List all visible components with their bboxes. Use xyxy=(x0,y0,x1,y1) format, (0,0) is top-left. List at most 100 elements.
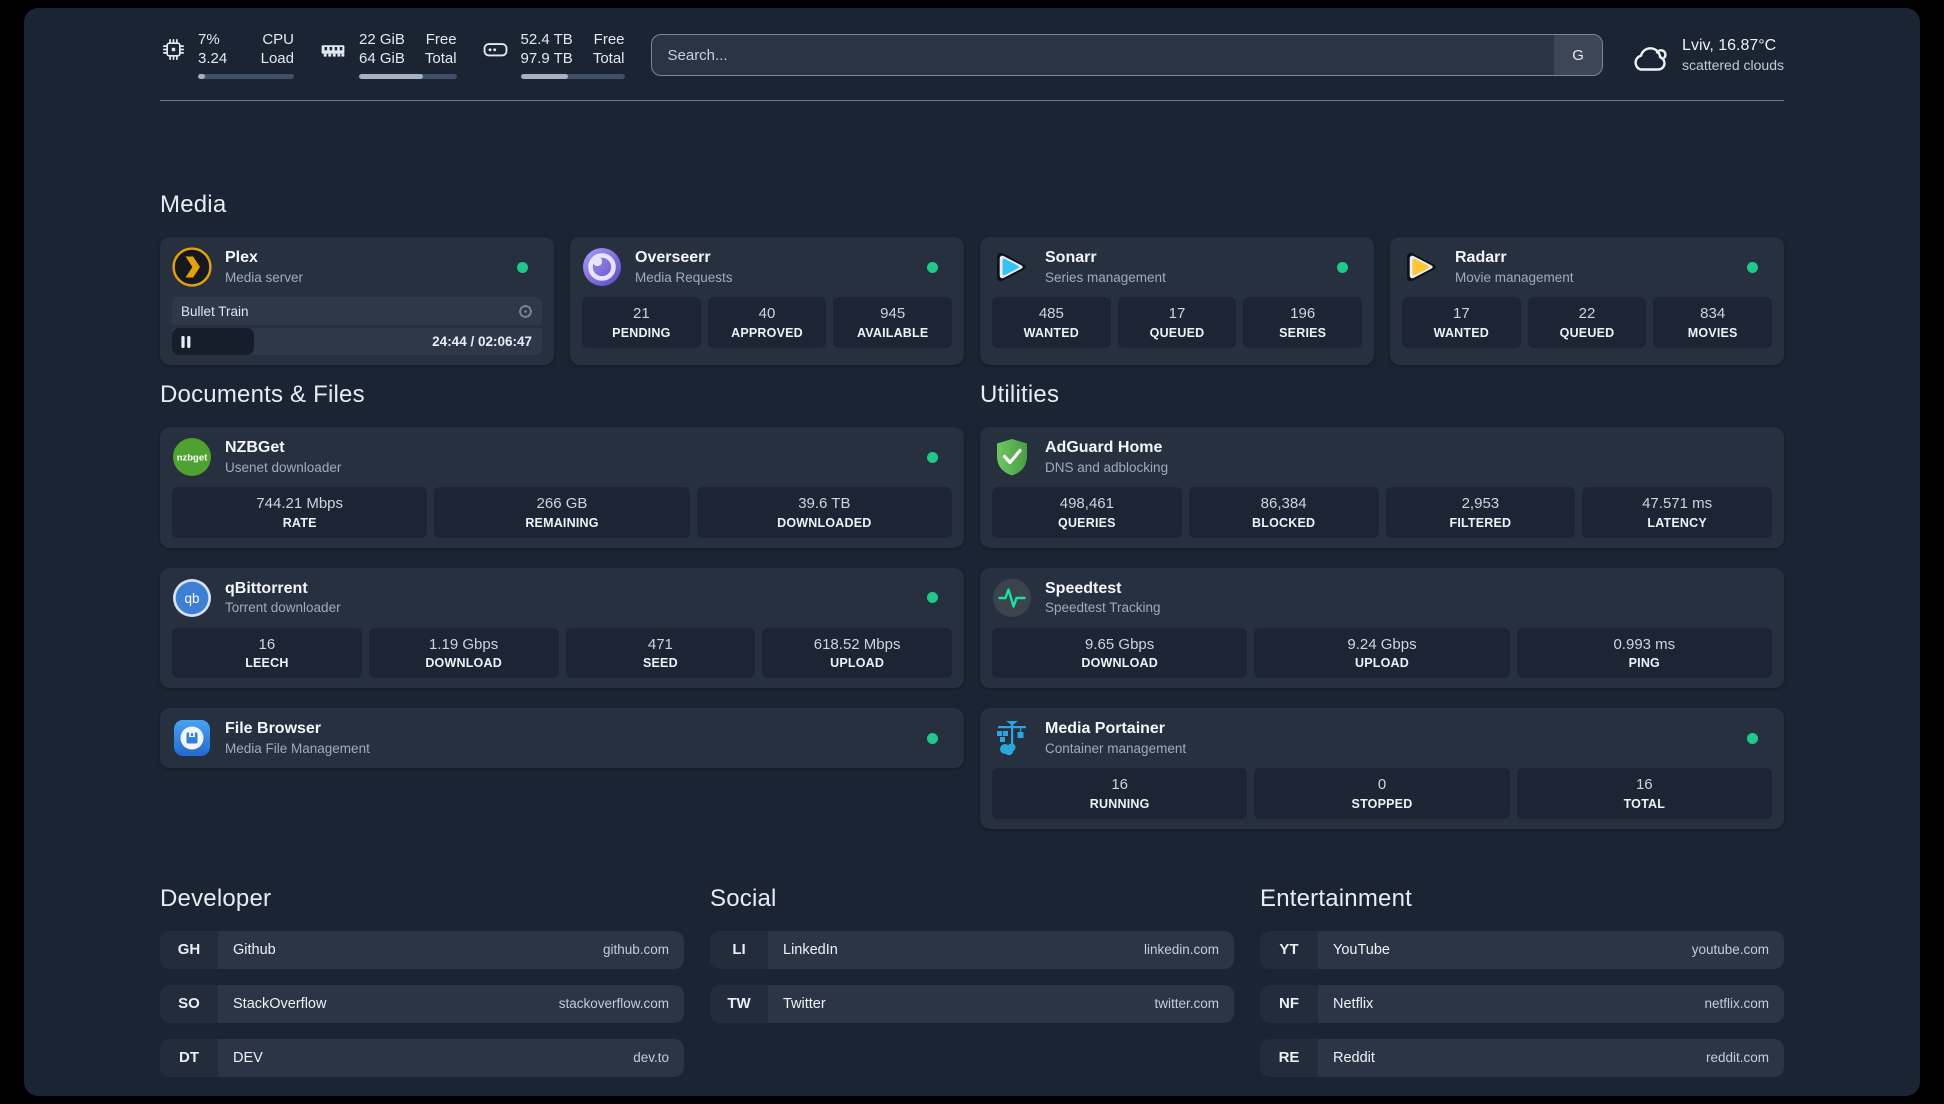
stat-label: DOWNLOAD xyxy=(425,656,502,670)
service-card-adguard-home[interactable]: AdGuard Home DNS and adblocking 498,461 … xyxy=(980,427,1784,548)
service-description: Speedtest Tracking xyxy=(1045,600,1161,615)
bookmark-abbr: TW xyxy=(710,984,768,1023)
stat-value: 945 xyxy=(880,305,906,322)
group-media: Media Plex Media server Bullet Train 24:… xyxy=(160,191,1784,365)
stat-label: RUNNING xyxy=(1089,796,1150,811)
service-card-speedtest[interactable]: Speedtest Speedtest Tracking 9.65 Gbps D… xyxy=(980,567,1784,688)
service-name: Radarr xyxy=(1455,249,1507,267)
service-card-nzbget[interactable]: nzbget NZBGet Usenet downloader 744.21 M… xyxy=(160,427,964,548)
resource-value: 64 GiB xyxy=(359,49,405,67)
gear-icon[interactable] xyxy=(518,304,533,319)
search-provider-button[interactable]: G xyxy=(1554,35,1603,75)
stat-label: FILTERED xyxy=(1449,515,1512,530)
stat-queued: 22 QUEUED xyxy=(1527,297,1647,348)
service-card-media-portainer[interactable]: Media Portainer Container management 16 … xyxy=(980,708,1784,829)
bookmark-abbr: LI xyxy=(710,930,768,969)
service-card-sonarr[interactable]: Sonarr Series management 485 WANTED 17 Q… xyxy=(980,237,1374,365)
stat-value: 744.21 Mbps xyxy=(256,495,344,512)
speedtest-icon xyxy=(992,578,1032,618)
service-stats: 17 WANTED 22 QUEUED 834 MOVIES xyxy=(1402,297,1773,348)
service-card-qbittorrent[interactable]: qb qBittorrent Torrent downloader 16 LEE… xyxy=(160,567,964,688)
stat-blocked: 86,384 BLOCKED xyxy=(1188,487,1379,538)
stat-value: 16 xyxy=(258,635,276,653)
bookmark-group-entertainment: Entertainment YT YouTube youtube.com NF … xyxy=(1260,885,1784,1077)
service-stats: 16 RUNNING 0 STOPPED 16 TOTAL xyxy=(992,768,1772,819)
bookmark-group-developer: Developer GH Github github.com SO StackO… xyxy=(160,885,684,1077)
service-description: Media server xyxy=(225,269,304,285)
nzbget-icon: nzbget xyxy=(172,437,212,477)
search-input[interactable] xyxy=(651,35,1555,75)
bookmark-twitter[interactable]: TW Twitter twitter.com xyxy=(710,984,1234,1023)
stat-label: MOVIES xyxy=(1687,325,1738,340)
service-card-plex[interactable]: Plex Media server Bullet Train 24:44 / 0… xyxy=(160,237,554,365)
stat-value: 9.65 Gbps xyxy=(1085,635,1155,653)
weather-condition: scattered clouds xyxy=(1682,57,1784,74)
stat-value: 9.24 Gbps xyxy=(1347,635,1417,653)
service-stats: 21 PENDING 40 APPROVED 945 AVAILABLE xyxy=(582,297,953,348)
stat-value: 17 xyxy=(1168,305,1186,322)
bookmark-dev[interactable]: DT DEV dev.to xyxy=(160,1038,684,1077)
playback-progress-bar[interactable]: 24:44 / 02:06:47 xyxy=(172,328,542,355)
stat-wanted: 485 WANTED xyxy=(992,297,1111,348)
stat-label: LATENCY xyxy=(1647,515,1707,530)
stat-value: 266 GB xyxy=(536,495,588,512)
status-dot-online xyxy=(1337,261,1348,273)
bookmark-url: dev.to xyxy=(633,1050,669,1065)
stat-label: SEED xyxy=(642,656,678,670)
resource-widget-disk: 52.4 TB Free 97.9 TB Total xyxy=(481,31,625,80)
stat-running: 16 RUNNING xyxy=(992,768,1248,819)
status-dot-online xyxy=(1747,732,1758,744)
bookmark-name: Reddit xyxy=(1333,1049,1375,1066)
stat-label: BLOCKED xyxy=(1252,515,1316,530)
overseerr-icon xyxy=(582,247,622,287)
pause-icon[interactable] xyxy=(181,335,191,348)
stat-label: UPLOAD xyxy=(1355,656,1409,670)
group-utilities: Utilities AdGuard Home DNS and adblockin… xyxy=(980,381,1784,829)
stat-queued: 17 QUEUED xyxy=(1117,297,1237,348)
stat-available: 945 AVAILABLE xyxy=(833,297,953,348)
service-stats: 9.65 Gbps DOWNLOAD 9.24 Gbps UPLOAD 0.99… xyxy=(992,627,1772,678)
bookmark-name: Github xyxy=(233,941,276,958)
stat-value: 196 xyxy=(1290,305,1316,322)
stat-label: WANTED xyxy=(1433,325,1490,340)
group-title: Media xyxy=(160,191,227,218)
resource-value: 97.9 TB xyxy=(520,49,573,67)
resource-label: Total xyxy=(424,49,457,67)
status-dot-online xyxy=(927,592,938,603)
service-name: qBittorrent xyxy=(225,579,308,597)
service-name: File Browser xyxy=(225,720,322,738)
bookmark-reddit[interactable]: RE Reddit reddit.com xyxy=(1260,1038,1784,1077)
bookmark-abbr: YT xyxy=(1260,930,1318,969)
bookmark-name: LinkedIn xyxy=(783,941,838,958)
service-name: Speedtest xyxy=(1045,579,1122,597)
service-card-overseerr[interactable]: Overseerr Media Requests 21 PENDING 40 A… xyxy=(570,237,964,365)
service-name: Plex xyxy=(225,249,258,267)
stat-label: APPROVED xyxy=(731,325,803,340)
service-card-file-browser[interactable]: File Browser Media File Management xyxy=(160,708,964,768)
stat-total: 16 TOTAL xyxy=(1516,768,1772,819)
service-card-radarr[interactable]: Radarr Movie management 17 WANTED 22 QUE… xyxy=(1390,237,1784,365)
resource-progress-bar xyxy=(520,74,625,80)
bookmark-stackoverflow[interactable]: SO StackOverflow stackoverflow.com xyxy=(160,984,684,1023)
stat-remaining: 266 GB REMAINING xyxy=(434,487,690,538)
bookmark-netflix[interactable]: NF Netflix netflix.com xyxy=(1260,984,1784,1023)
stat-label: RATE xyxy=(282,515,317,530)
qbittorrent-icon: qb xyxy=(172,578,212,618)
cpu-icon xyxy=(160,36,187,63)
bookmark-youtube[interactable]: YT YouTube youtube.com xyxy=(1260,930,1784,969)
bookmark-name: YouTube xyxy=(1333,941,1390,958)
resource-progress-bar xyxy=(359,74,457,80)
bookmark-name: Netflix xyxy=(1333,995,1374,1012)
bookmark-group-title: Social xyxy=(710,884,777,912)
plex-icon xyxy=(172,247,212,287)
service-name: Media Portainer xyxy=(1045,720,1166,738)
svg-text:nzbget: nzbget xyxy=(177,453,208,464)
group-documents-files: Documents & Files nzbget NZBGet Usenet d… xyxy=(160,381,964,829)
bookmark-github[interactable]: GH Github github.com xyxy=(160,930,684,969)
bookmark-linkedin[interactable]: LI LinkedIn linkedin.com xyxy=(710,930,1234,969)
disk-icon xyxy=(481,36,510,63)
bookmark-name: DEV xyxy=(233,1049,263,1066)
service-description: Media File Management xyxy=(225,740,370,756)
bookmark-abbr: GH xyxy=(160,930,218,969)
memory-icon xyxy=(318,36,348,63)
